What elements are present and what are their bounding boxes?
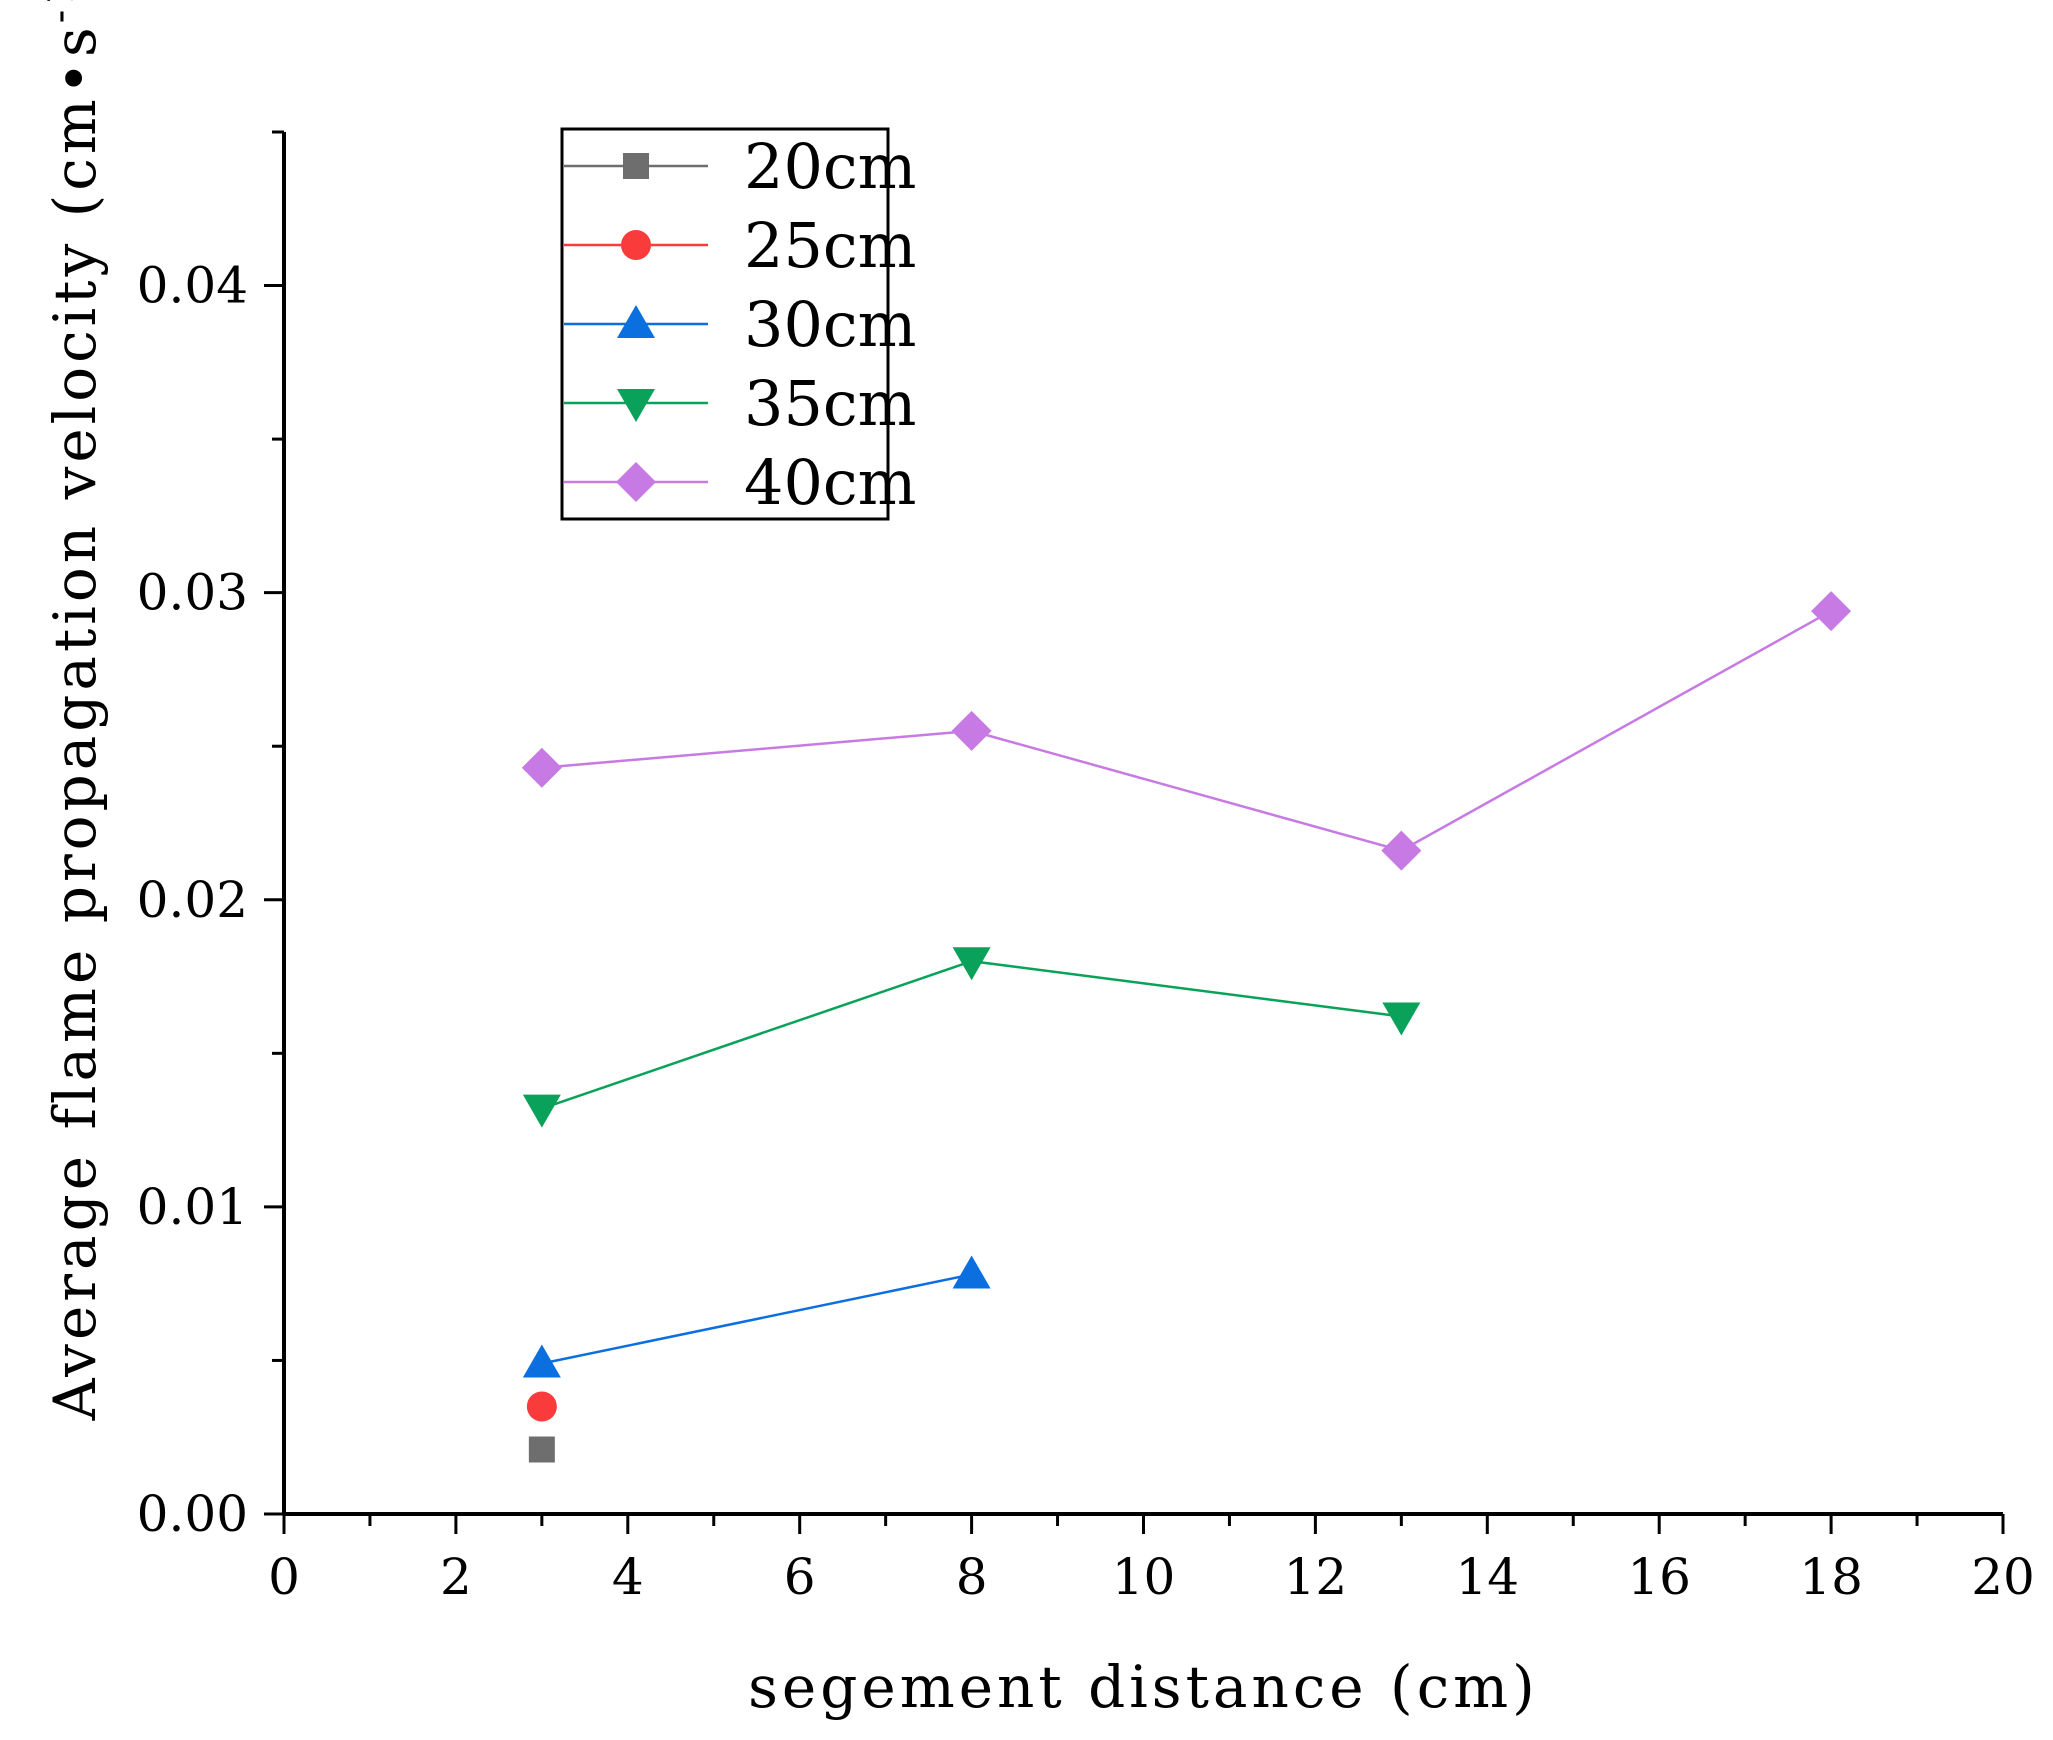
x-tick-label: 16 [1627, 1548, 1691, 1606]
legend-marker [623, 153, 649, 179]
y-tick-label: 0.04 [137, 257, 248, 315]
data-point-40cm-1 [951, 710, 992, 751]
x-tick-label: 20 [1971, 1548, 2035, 1606]
legend-marker [616, 462, 656, 502]
y-axis-title-superscript: -1 [37, 0, 83, 23]
series-20cm [528, 1436, 555, 1463]
series-25cm [526, 1391, 557, 1422]
series-line-35cm [541, 959, 1402, 1110]
legend-label: 25cm [744, 209, 916, 282]
legend-label: 30cm [744, 288, 916, 361]
legend-label: 35cm [744, 367, 916, 440]
x-tick-label: 18 [1799, 1548, 1863, 1606]
x-tick-label: 8 [956, 1548, 988, 1606]
series-line-40cm [541, 610, 1832, 852]
y-tick-label: 0.00 [137, 1485, 248, 1543]
data-point-35cm-2 [1382, 1002, 1421, 1036]
x-tick-label: 2 [440, 1548, 472, 1606]
axes: 0 2 4 6 8 10 12 14 16 18 20 0.00 0.01 0.02 0.03 0.04 [137, 130, 2035, 1606]
x-axis-title: segement distance (cm) [748, 1653, 1539, 1721]
legend-label: 40cm [744, 446, 916, 519]
legend-marker [617, 305, 655, 338]
y-tick-label: 0.02 [137, 871, 248, 929]
x-tick-label: 0 [268, 1548, 300, 1606]
data-point-35cm-1 [952, 947, 991, 981]
data-point-25cm-0 [526, 1391, 557, 1422]
data-point-30cm-0 [522, 1344, 561, 1378]
y-axis-title: Average flame propagation velocity (cm•s… [37, 0, 109, 1421]
data-point-35cm-0 [522, 1094, 561, 1128]
x-tick-label: 14 [1455, 1548, 1519, 1606]
x-tick-label: 12 [1284, 1548, 1348, 1606]
legend-item-35cm: 35cm [564, 367, 916, 440]
data-point-40cm-0 [521, 747, 562, 788]
series-line-30cm [541, 1273, 972, 1365]
x-tick-label: 4 [612, 1548, 644, 1606]
legend-item-25cm: 25cm [564, 209, 916, 282]
legend-marker [617, 389, 655, 422]
y-tick-label: 0.03 [137, 564, 248, 622]
x-tick-label: 6 [784, 1548, 816, 1606]
legend-item-20cm: 20cm [564, 130, 916, 203]
data-point-30cm-1 [952, 1255, 991, 1289]
y-tick-label: 0.01 [137, 1178, 248, 1236]
series-35cm [522, 947, 1421, 1128]
legend-marker [621, 230, 651, 260]
x-tick-label: 10 [1112, 1548, 1176, 1606]
legend-item-40cm: 40cm [564, 446, 916, 519]
y-axis-title-text: Average flame propagation velocity (cm•s [41, 23, 109, 1421]
legend-label: 20cm [744, 130, 916, 203]
series-layer [521, 591, 1852, 1463]
series-40cm [521, 591, 1852, 871]
legend-item-30cm: 30cm [564, 288, 916, 361]
data-point-40cm-2 [1381, 830, 1422, 871]
data-point-40cm-3 [1811, 591, 1852, 632]
data-point-20cm-0 [528, 1436, 555, 1463]
series-30cm [522, 1255, 991, 1378]
